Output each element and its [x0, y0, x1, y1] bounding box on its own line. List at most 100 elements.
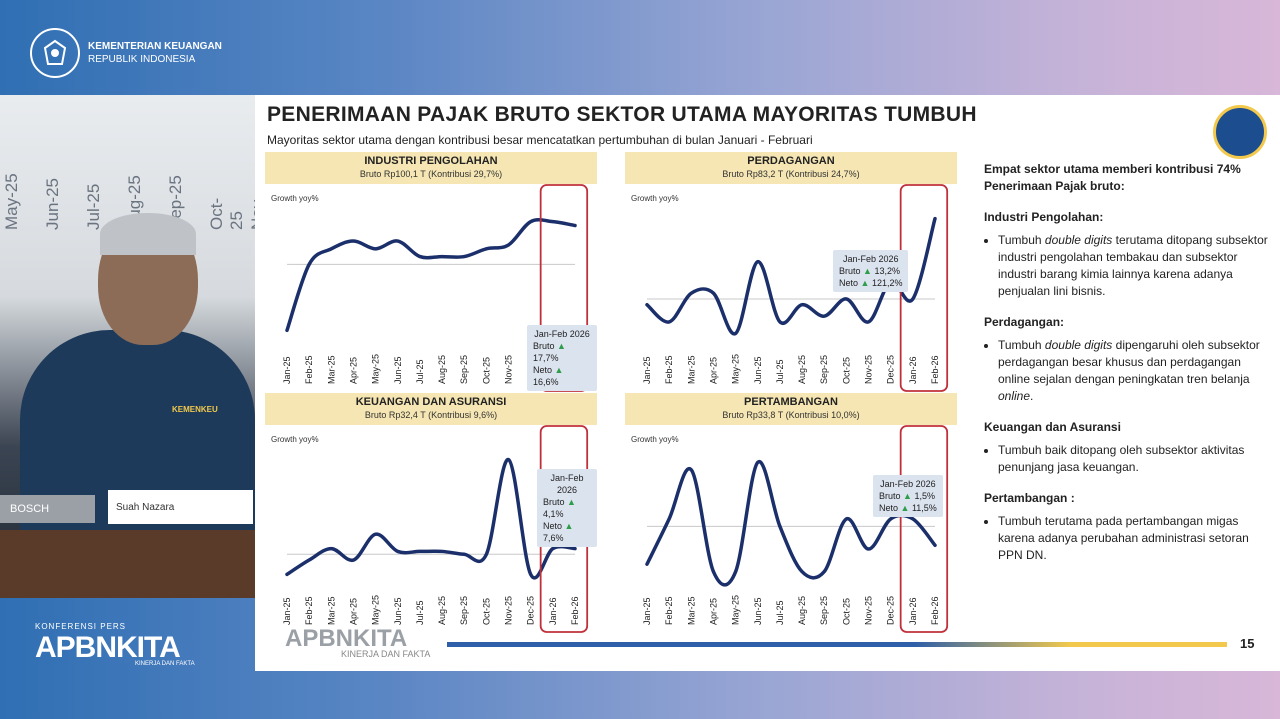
callout-neto: Neto ▲ 16,6%: [533, 365, 564, 387]
slide-subtitle: Mayoritas sektor utama dengan kontribusi…: [267, 133, 813, 147]
x-tick-label: Jan-25: [642, 597, 652, 625]
chart-title: KEUANGAN DAN ASURANSI: [355, 396, 507, 408]
data-point: [484, 552, 488, 556]
x-tick-label: May-25: [731, 595, 741, 625]
x-tick-label: Mar-25: [686, 596, 696, 625]
data-point: [418, 549, 422, 553]
data-point: [307, 558, 311, 562]
data-point: [484, 247, 488, 251]
data-point: [551, 220, 555, 224]
data-point: [507, 458, 511, 462]
x-tick-label: Dec-25: [886, 355, 896, 384]
x-tick-label: Nov-25: [504, 355, 514, 384]
bg-month-label: Oct-25: [207, 197, 246, 230]
footer-tagline: KINERJA DAN FAKTA: [341, 649, 431, 659]
data-point: [689, 291, 693, 295]
data-point: [418, 255, 422, 259]
data-point: [911, 517, 915, 521]
org-line1: KEMENTERIAN KEUANGAN: [88, 41, 222, 52]
data-point: [689, 468, 693, 472]
x-tick-label: Oct-25: [841, 598, 851, 625]
sector-summary: Empat sektor utama memberi kontribusi 74…: [984, 161, 1274, 564]
data-point: [374, 247, 378, 251]
chart-ylabel: Growth yoy%: [271, 194, 319, 203]
data-point: [462, 552, 466, 556]
x-tick-label: Apr-25: [348, 598, 358, 625]
chart-subtitle: Bruto Rp100,1 T (Kontribusi 29,7%): [359, 169, 503, 179]
x-tick-label: Sep-25: [819, 596, 829, 625]
data-point: [529, 220, 533, 224]
bg-month-label: May-25: [2, 173, 21, 230]
chart-header: PERDAGANGAN Bruto Rp83,2 T (Kontribusi 24…: [625, 152, 957, 184]
up-triangle-icon: ▲: [557, 341, 566, 351]
data-point: [778, 320, 782, 324]
data-point: [711, 570, 715, 574]
highlight-box: [899, 425, 949, 633]
data-point: [440, 549, 444, 553]
chart-title: PERDAGANGAN: [747, 155, 835, 167]
presentation-slide: PENERIMAAN PAJAK BRUTO SEKTOR UTAMA MAYO…: [255, 95, 1280, 671]
data-point: [667, 320, 671, 324]
line-chart: Jan-25 Feb-25 Mar-25 Apr-25 May-25 Jun-25 Jul-…: [642, 425, 949, 633]
desk: [0, 530, 255, 598]
up-triangle-icon: ▲: [564, 521, 574, 531]
data-point: [822, 570, 826, 574]
up-triangle-icon: ▲: [900, 503, 912, 513]
x-tick-label: Sep-25: [459, 355, 469, 384]
data-point: [285, 328, 289, 332]
x-tick-label: May-25: [371, 595, 381, 625]
callout-title: Jan-Feb 2026: [534, 329, 590, 339]
chart-header: INDUSTRI PENGOLAHAN Bruto Rp100,1 T (Kont…: [265, 152, 597, 184]
callout-bruto: Bruto ▲ 13,2%: [839, 266, 900, 276]
industri-point: Tumbuh double digits terutama ditopang s…: [998, 232, 1274, 300]
event-logo: KONFERENSI PERS APBNKITA KINERJA DAN FAK…: [35, 622, 195, 667]
ministry-emblem-icon: [30, 28, 80, 78]
x-tick-label: Mar-25: [326, 596, 336, 625]
industri-title: Industri Pengolahan:: [984, 210, 1104, 224]
data-point: [867, 547, 871, 551]
footer-bar: [447, 642, 1227, 647]
growth-callout: Jan-Feb 2026 Bruto ▲ 4,1% Neto ▲ 7,6%: [537, 469, 597, 547]
x-tick-label: Oct-25: [841, 357, 851, 384]
chart-title: INDUSTRI PENGOLAHAN: [364, 155, 498, 167]
data-point: [529, 572, 533, 576]
data-point: [440, 255, 444, 259]
callout-bruto: Bruto ▲ 4,1%: [543, 497, 576, 519]
chart-title: PERTAMBANGAN: [744, 396, 838, 408]
perdagangan-point: Tumbuh double digits dipengaruhi oleh su…: [998, 337, 1274, 405]
microphone-base: BOSCH: [0, 495, 95, 523]
x-tick-label: Aug-25: [437, 355, 447, 384]
chart-ylabel: Growth yoy%: [631, 194, 679, 203]
x-tick-label: Jan-25: [282, 597, 292, 625]
x-tick-label: Jul-25: [775, 600, 785, 625]
x-tick-label: Jun-25: [753, 597, 763, 625]
data-point: [329, 247, 333, 251]
x-tick-label: Jul-25: [415, 600, 425, 625]
data-point: [734, 570, 738, 574]
chart-panel: INDUSTRI PENGOLAHAN Bruto Rp100,1 T (Kont…: [265, 152, 597, 392]
chart-panel: PERTAMBANGAN Bruto Rp33,8 T (Kontribusi 1…: [625, 393, 957, 633]
chart-panel: KEUANGAN DAN ASURANSI Bruto Rp32,4 T (Kon…: [265, 393, 597, 633]
x-tick-label: Aug-25: [797, 596, 807, 625]
bg-month-label: Jul-25: [84, 183, 103, 230]
presenter-hair: [100, 213, 196, 255]
data-point: [396, 239, 400, 243]
org-line2: REPUBLIK INDONESIA: [88, 54, 196, 65]
x-tick-label: Mar-25: [326, 355, 336, 384]
keuangan-title: Keuangan dan Asuransi: [984, 420, 1121, 434]
presenter-body: [20, 330, 255, 560]
x-tick-label: Jun-25: [753, 356, 763, 384]
data-point: [778, 524, 782, 528]
x-tick-label: Feb-25: [304, 596, 314, 625]
data-point: [711, 291, 715, 295]
page-number: 15: [1240, 636, 1255, 651]
growth-callout: Jan-Feb 2026 Bruto ▲ 17,7% Neto ▲ 16,6%: [527, 325, 597, 391]
x-tick-label: Jul-25: [775, 359, 785, 384]
kemenkeu-badge: KEMENKEU: [172, 405, 218, 414]
x-tick-label: Sep-25: [819, 355, 829, 384]
up-triangle-icon: ▲: [860, 278, 872, 288]
growth-callout: Jan-Feb 2026 Bruto ▲ 13,2% Neto ▲ 121,2%: [833, 250, 909, 292]
chart-subtitle: Bruto Rp32,4 T (Kontribusi 9,6%): [364, 410, 498, 420]
chart-ylabel: Growth yoy%: [631, 435, 679, 444]
keuangan-point: Tumbuh baik ditopang oleh subsektor akti…: [998, 442, 1274, 476]
